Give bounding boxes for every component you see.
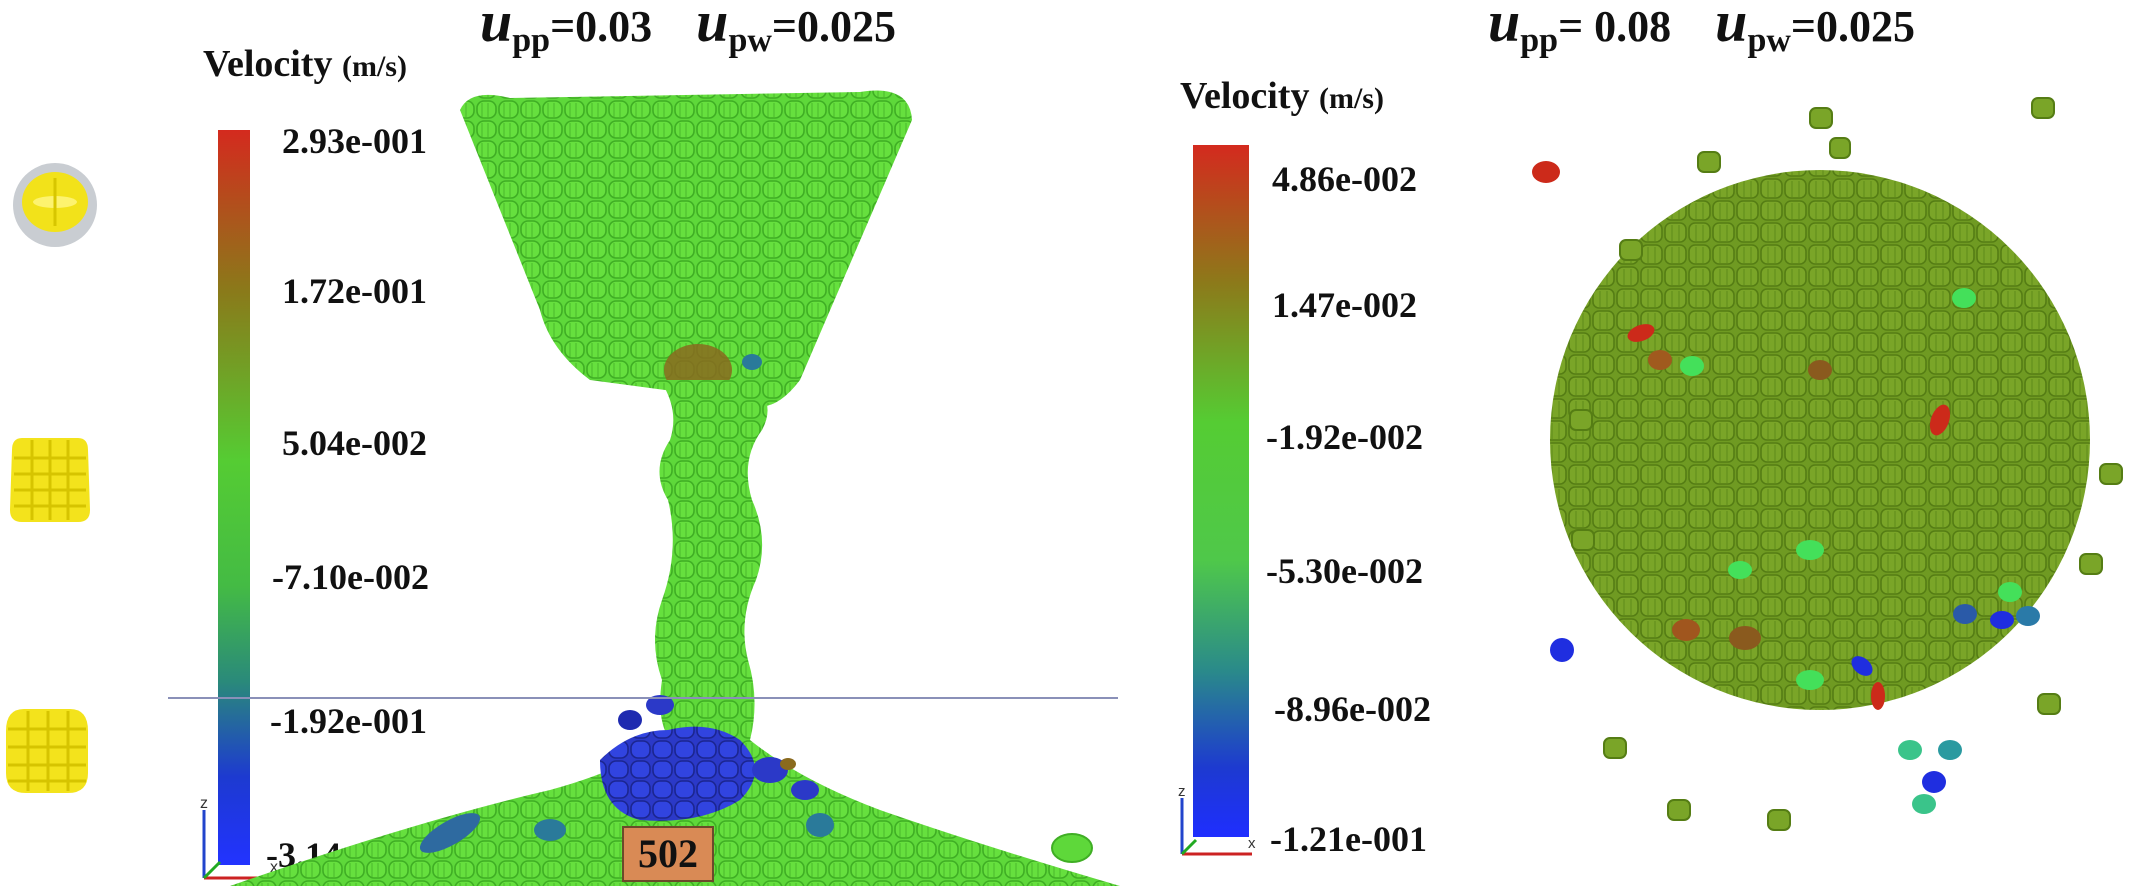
cylindrical-particle-icon [6,709,88,793]
left-tick-1: 2.93e-001 [282,121,427,161]
right-axis-triad-icon: z x [1178,783,1256,856]
right-panel-title: upp= 0.08 upw=0.025 [1488,0,1915,59]
right-legend-title: Velocity (m/s) [1180,75,1384,117]
reference-line [168,697,1118,699]
left-tick-5: -1.92e-001 [270,701,427,741]
left-tick-4: -7.10e-002 [272,557,429,597]
left-tick-3: 5.04e-002 [282,423,427,463]
right-tick-5: -8.96e-002 [1274,689,1431,729]
right-tick-1: 4.86e-002 [1272,159,1417,199]
right-tick-4: -5.30e-002 [1266,551,1423,591]
spherical-particle-icon [13,163,97,247]
right-tick-3: -1.92e-002 [1266,417,1423,457]
right-tick-2: 1.47e-002 [1272,285,1417,325]
particle-count-badge: 502 [622,826,714,882]
svg-text:x: x [1248,835,1256,852]
left-legend-title: Velocity (m/s) [203,43,407,85]
hopper-simulation-scene [230,90,1120,886]
left-panel-title: upp=0.03 upw=0.025 [480,0,896,59]
left-colorbar [218,130,250,865]
svg-text:z: z [200,795,208,812]
tablet-particle-icon [10,438,90,522]
svg-text:x: x [270,859,278,876]
right-tick-6: -1.21e-001 [1270,819,1427,859]
svg-text:z: z [1178,783,1186,800]
right-colorbar [1193,145,1249,837]
top-view-particle-cloud [1532,97,2123,831]
left-tick-2: 1.72e-001 [282,271,427,311]
